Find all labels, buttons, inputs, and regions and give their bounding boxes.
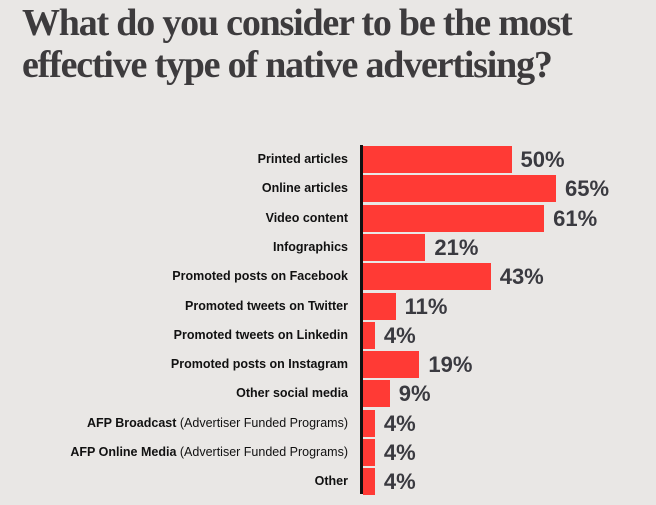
value-label: 4%	[383, 469, 416, 495]
title-line-1: What do you consider to be the most	[22, 2, 573, 44]
bar-row: Promoted tweets on Linkedin 4%	[0, 321, 656, 350]
y-axis-line	[360, 145, 363, 494]
bar	[363, 439, 375, 466]
value-label: 43%	[499, 264, 544, 290]
bar	[363, 380, 390, 408]
value-label: 4%	[383, 322, 416, 348]
category-label-main: Other social media	[236, 386, 348, 401]
value-label: 21%	[434, 234, 479, 260]
category-label-main: Online articles	[261, 181, 348, 196]
bar	[363, 233, 426, 261]
category-label-main: Promoted posts on Facebook	[172, 269, 348, 284]
category-label-main: Promoted tweets on Linkedin	[173, 327, 348, 342]
bar	[363, 409, 375, 437]
category-label-main: Promoted posts on Instagram	[170, 357, 348, 372]
value-label: 4%	[383, 440, 416, 465]
category-label-main: Other	[314, 474, 348, 489]
category-label: AFP Broadcast (Advertiser Funded Program…	[87, 409, 348, 438]
value-label: 11%	[404, 293, 448, 319]
bar	[363, 175, 557, 203]
bar-row: Promoted posts on Facebook 43%	[0, 262, 656, 291]
bar-row: Online articles 65%	[0, 174, 656, 203]
bar	[363, 292, 396, 320]
bar	[363, 204, 545, 232]
value-label: 50%	[520, 147, 565, 172]
category-label-main: Promoted tweets on Twitter	[185, 298, 348, 313]
bar-row: Other social media 9%	[0, 379, 656, 408]
category-label-main: Infographics	[272, 239, 348, 254]
chart-title: What do you consider to be the most effe…	[22, 2, 652, 86]
bar-row: Infographics 21%	[0, 233, 656, 262]
value-label: 61%	[553, 205, 598, 231]
category-label: Online articles	[262, 174, 348, 203]
category-label: AFP Online Media (Advertiser Funded Prog…	[70, 438, 348, 467]
bar-row: AFP Online Media (Advertiser Funded Prog…	[0, 438, 656, 467]
category-label-main: Video content	[265, 210, 348, 225]
bar-row: Printed articles 50%	[0, 145, 656, 174]
bar	[363, 146, 512, 173]
category-label-main: AFP Online Media	[70, 445, 177, 459]
category-label: Promoted posts on Facebook	[172, 262, 348, 291]
bar	[363, 321, 375, 349]
category-label: Promoted tweets on Linkedin	[174, 321, 348, 350]
bar-row: AFP Broadcast (Advertiser Funded Program…	[0, 409, 656, 438]
value-label: 4%	[383, 410, 416, 436]
value-label: 65%	[565, 176, 610, 202]
category-label-main: AFP Broadcast	[87, 415, 177, 430]
category-label: Promoted posts on Instagram	[171, 350, 348, 379]
bar-row: Promoted tweets on Twitter 11%	[0, 292, 656, 321]
category-label: Other social media	[236, 379, 348, 408]
bar	[363, 263, 491, 291]
bar-row: Promoted posts on Instagram 19%	[0, 350, 656, 379]
category-label: Printed articles	[258, 145, 348, 174]
category-label: Infographics	[273, 233, 348, 262]
category-label-note: (Advertiser Funded Programs)	[176, 415, 348, 430]
category-label: Video content	[266, 204, 348, 233]
bar-row: Video content 61%	[0, 204, 656, 233]
category-label: Other	[315, 467, 348, 496]
bar-row: Other 4%	[0, 467, 656, 496]
value-label: 9%	[398, 381, 431, 407]
category-label: Promoted tweets on Twitter	[185, 292, 348, 321]
category-label-main: Printed articles	[257, 152, 348, 166]
title-line-2: effective type of native advertising?	[22, 44, 553, 86]
value-label: 19%	[428, 352, 473, 378]
category-label-note: (Advertiser Funded Programs)	[176, 445, 348, 459]
bar	[363, 351, 420, 379]
bar	[363, 468, 375, 496]
